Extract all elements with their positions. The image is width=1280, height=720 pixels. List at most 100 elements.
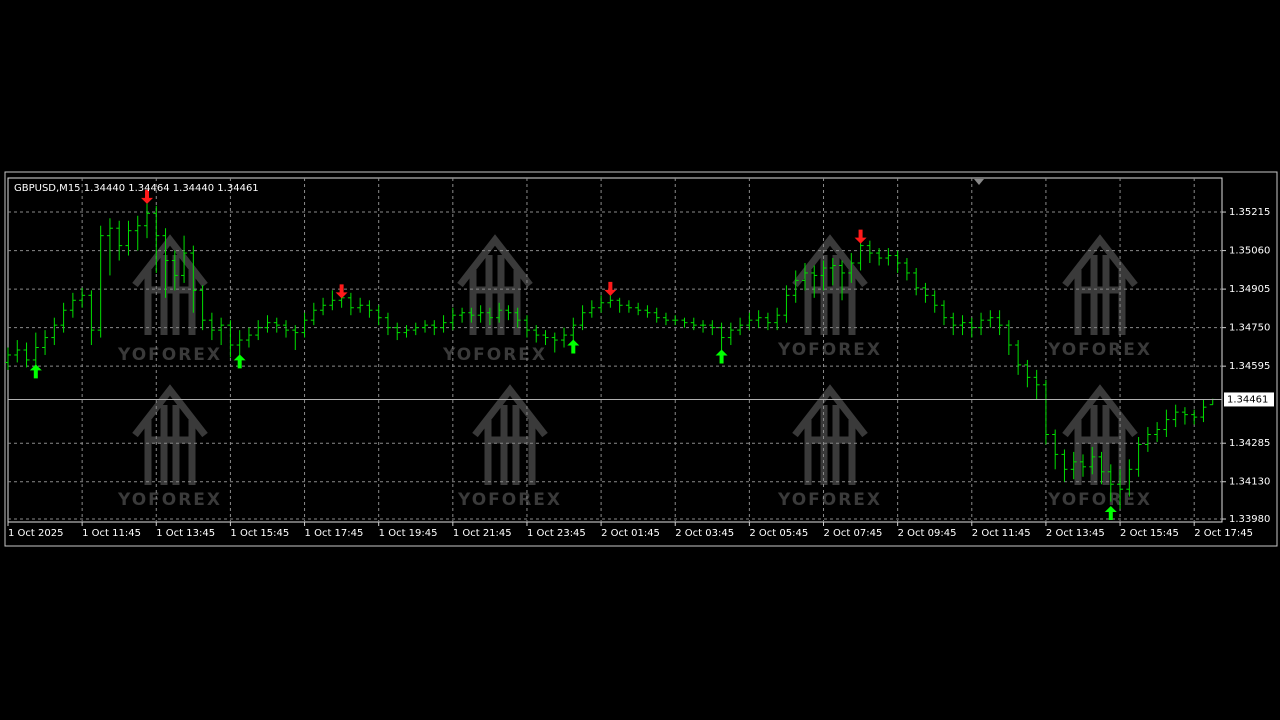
watermark-logo: YOFOREX: [1047, 384, 1152, 510]
ohlc-bar: [181, 235, 188, 283]
ohlc-bar: [97, 225, 104, 338]
x-tick-label: 2 Oct 11:45: [972, 528, 1031, 539]
price-label-box: [1224, 392, 1274, 407]
ohlc-bar: [764, 312, 771, 331]
ohlc-bar: [60, 302, 67, 333]
ohlc-bar: [496, 302, 503, 323]
ohlc-bar: [1070, 451, 1077, 480]
ohlc-bar: [700, 320, 707, 333]
ohlc-bar: [329, 290, 336, 311]
ohlc-bar: [1163, 409, 1170, 437]
x-tick-label: 2 Oct 15:45: [1120, 528, 1179, 539]
ohlc-bar: [1107, 464, 1114, 502]
grid: [8, 178, 1222, 522]
y-tick-label: 1.35060: [1229, 246, 1270, 257]
x-tick-label: 1 Oct 19:45: [379, 528, 438, 539]
x-tick-label: 2 Oct 13:45: [1046, 528, 1105, 539]
ohlc-bar: [727, 322, 734, 346]
ohlc-bar: [144, 198, 151, 239]
ohlc-bar: [431, 320, 438, 336]
ohlc-bar: [106, 218, 113, 276]
x-tick-label: 2 Oct 17:45: [1194, 528, 1253, 539]
ohlc-bar: [1135, 436, 1142, 477]
ohlc-bar: [1200, 399, 1207, 423]
ohlc-bar: [931, 290, 938, 313]
ohlc-bar: [755, 310, 762, 328]
ohlc-bar: [737, 317, 744, 336]
watermark-logo: YOFOREX: [442, 234, 545, 365]
ohlc-bar: [14, 340, 21, 363]
x-tick-label: 1 Oct 23:45: [527, 528, 586, 539]
signal-arrow: [141, 189, 154, 204]
ohlc-bar: [218, 317, 225, 346]
watermark-logo: YOFOREX: [457, 384, 560, 510]
ohlc-bar: [245, 327, 252, 348]
ohlc-bar: [5, 347, 11, 370]
signals: [29, 189, 1117, 521]
x-tick-label: 2 Oct 09:45: [898, 528, 957, 539]
x-tick-label: 2 Oct 05:45: [749, 528, 808, 539]
ohlc-bar: [913, 267, 920, 296]
logo-shape: [132, 234, 208, 335]
ohlc-bar: [978, 312, 985, 336]
ohlc-bar: [894, 250, 901, 273]
x-tick-label: 1 Oct 11:45: [82, 528, 141, 539]
ohlc-bar: [199, 285, 206, 331]
ohlc-bar: [579, 305, 586, 331]
ohlc-bar: [468, 307, 475, 323]
ohlc-bar: [876, 248, 883, 266]
signal-arrow: [233, 354, 246, 369]
ohlc-bar: [153, 205, 160, 273]
ohlc-bar: [885, 248, 892, 266]
ohlc-bar: [1172, 404, 1179, 428]
ohlc-bar: [273, 317, 280, 333]
ohlc-bar: [255, 320, 262, 341]
ohlc-bar: [801, 263, 808, 291]
ohlc-bar: [959, 315, 966, 336]
ohlc-bar: [996, 310, 1003, 336]
y-tick-label: 1.34905: [1229, 284, 1270, 295]
ohlc-bar: [292, 325, 299, 350]
ohlc-bar: [820, 260, 827, 291]
price-label: 1.34461: [1227, 394, 1268, 405]
y-tick-label: 1.34285: [1229, 438, 1270, 449]
x-tick-label: 1 Oct 13:45: [156, 528, 215, 539]
ohlc-bar: [320, 297, 327, 316]
logo-shape: [1062, 234, 1138, 335]
signal-arrow: [1104, 506, 1117, 521]
ohlc-bar: [505, 305, 512, 321]
ohlc-bar: [236, 330, 243, 355]
signal-arrow: [854, 229, 867, 244]
ohlc-bar: [486, 307, 493, 326]
ohlc-bar: [384, 312, 391, 336]
x-tick-label: 1 Oct 17:45: [305, 528, 364, 539]
ohlc-bar: [1181, 407, 1188, 425]
ohlc-bar: [746, 312, 753, 331]
ohlc-bar: [162, 228, 169, 298]
ohlc-bar: [1144, 427, 1151, 452]
watermark-text: YOFOREX: [777, 490, 882, 510]
x-tick-label: 1 Oct 2025: [8, 528, 63, 539]
x-tick-label: 2 Oct 01:45: [601, 528, 660, 539]
ohlc-bar: [283, 320, 290, 338]
watermark-text: YOFOREX: [117, 345, 222, 365]
y-tick-label: 1.34750: [1229, 323, 1270, 334]
ohlc-bar: [829, 258, 836, 286]
x-tick-label: 1 Oct 15:45: [230, 528, 289, 539]
y-tick-label: 1.34130: [1229, 477, 1270, 488]
ohlc-bar: [653, 307, 660, 323]
ohlc-bar: [718, 322, 725, 350]
ohlc-bar: [1005, 320, 1012, 355]
watermark-text: YOFOREX: [1047, 490, 1152, 510]
ohlc-bar: [644, 305, 651, 318]
ohlc-bar: [940, 300, 947, 326]
ohlc-bar: [69, 292, 76, 318]
ohlc-bar: [1098, 451, 1105, 485]
ohlc-bar: [561, 327, 568, 348]
ohlc-bar: [1191, 409, 1198, 425]
axes: 1.35215 1.35060 1.34905 1.34750 1.34595 1.342…: [7, 207, 1274, 539]
ohlc-bar: [588, 300, 595, 318]
x-tick-label: 2 Oct 07:45: [824, 528, 883, 539]
watermark-logo: YOFOREX: [117, 384, 220, 510]
ohlc-bar: [264, 315, 271, 333]
